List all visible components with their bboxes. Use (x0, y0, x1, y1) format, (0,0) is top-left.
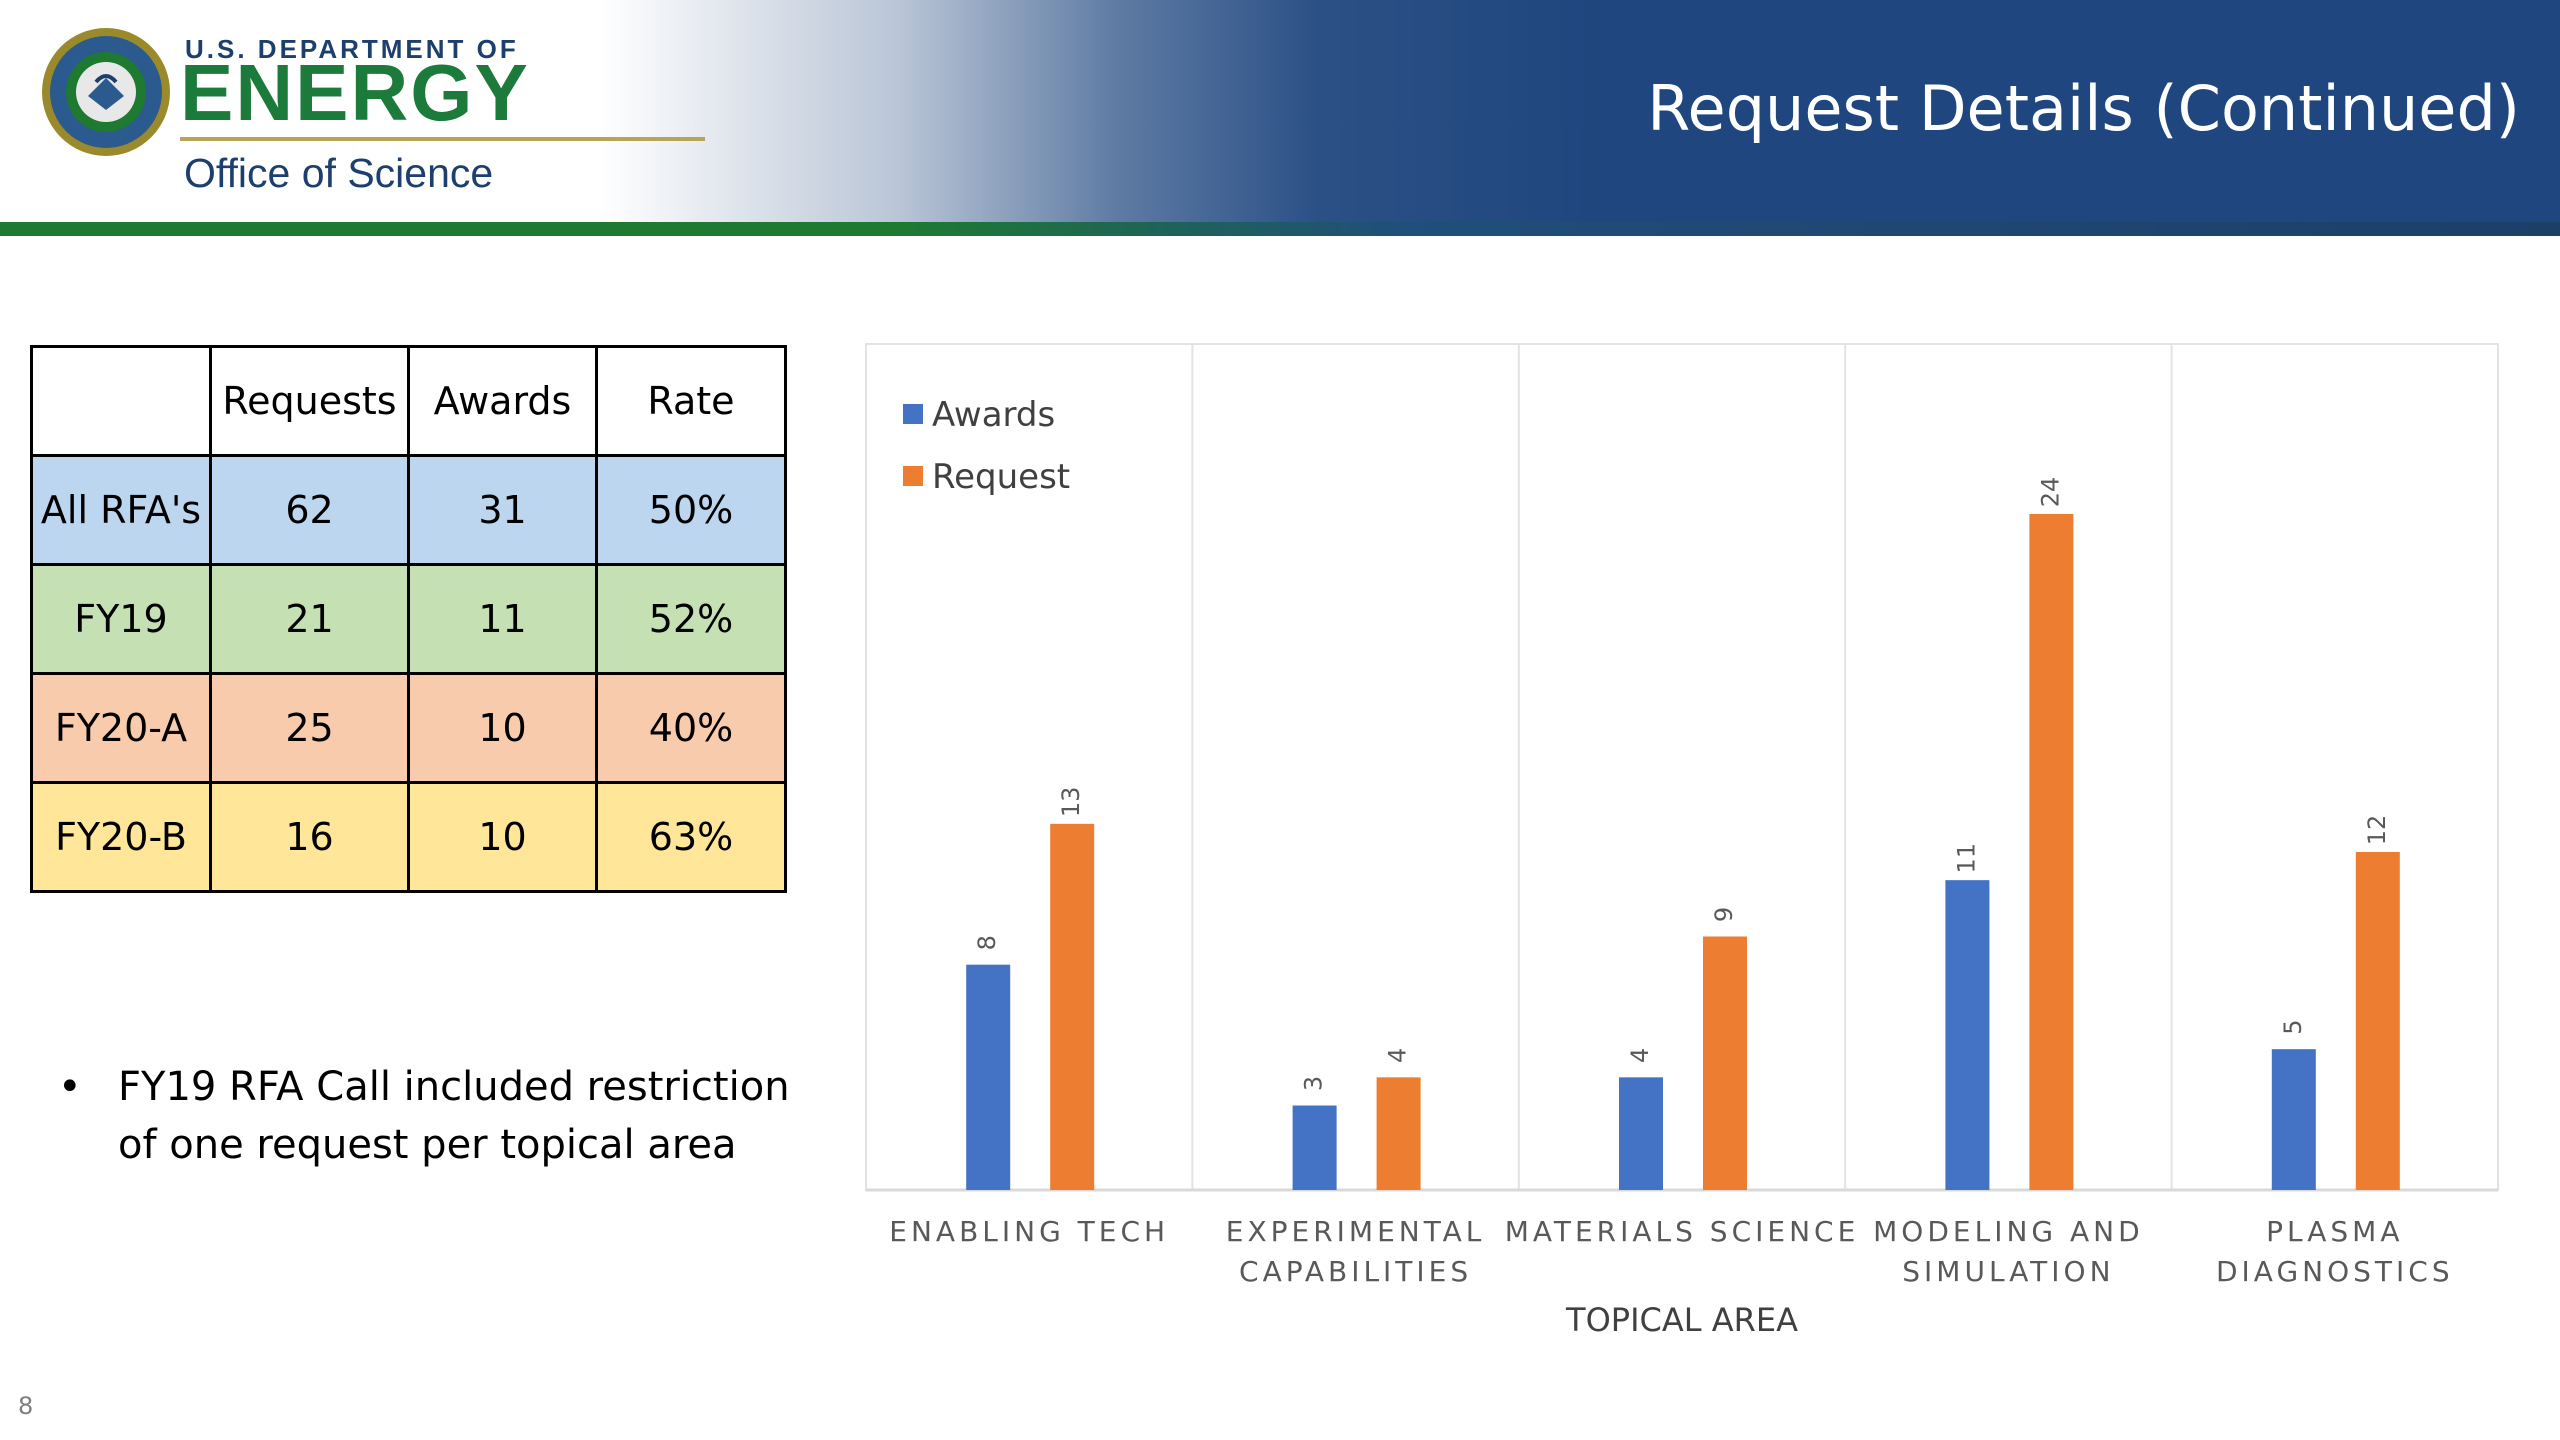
logo-office-text: Office of Science (184, 150, 494, 196)
x-tick-label: ENABLING TECH (889, 1215, 1169, 1248)
bar-request (2355, 852, 2400, 1190)
data-label: 11 (1952, 843, 1980, 874)
doe-seal-icon (42, 28, 170, 156)
logo-main-text: ENERGY (180, 48, 530, 137)
table-cell: FY20-A (30, 672, 212, 784)
table-cell: 31 (407, 454, 598, 566)
x-tick-label: MATERIALS SCIENCE (1505, 1215, 1860, 1248)
table-cell: 11 (407, 563, 598, 675)
logo-top-text: U.S. DEPARTMENT OF (185, 34, 519, 64)
table-cell: 40% (595, 672, 787, 784)
bar-request (1050, 823, 1095, 1190)
bar-request (1703, 936, 1747, 1190)
table-row: FY19 21 11 52% (30, 563, 787, 675)
x-tick-label: EXPERIMENTAL (1226, 1215, 1486, 1248)
table-header-row: Requests Awards Rate (30, 345, 787, 457)
data-label: 4 (1384, 1048, 1412, 1063)
table-cell: 50% (595, 454, 787, 566)
table-header-cell (30, 345, 212, 457)
header-strip (0, 222, 2560, 236)
x-axis-title: TOPICAL AREA (1565, 1301, 1798, 1339)
note-text: FY19 RFA Call included restriction of on… (118, 1064, 790, 1168)
table-cell: All RFA's (30, 454, 212, 566)
bar-awards (1619, 1077, 1663, 1190)
legend-label: Awards (932, 395, 1055, 435)
page-number: 8 (18, 1392, 34, 1420)
table-row: FY20-B 16 10 63% (30, 781, 787, 893)
bar-awards (1945, 880, 1990, 1190)
data-label: 4 (1626, 1048, 1654, 1063)
table-cell: 10 (407, 781, 598, 893)
table-cell: 10 (407, 672, 598, 784)
bar-request (2029, 514, 2074, 1190)
table-header-cell: Awards (407, 345, 598, 457)
bullet-icon: • (58, 1064, 82, 1110)
table-header-cell: Rate (595, 345, 787, 457)
table-cell: 62 (209, 454, 410, 566)
page-title: Request Details (Continued) (1647, 72, 2520, 145)
legend-swatch (903, 466, 923, 486)
legend-swatch (903, 404, 923, 424)
bar-awards (966, 964, 1011, 1190)
header-banner: U.S. DEPARTMENT OF ENERGY Office of Scie… (0, 0, 2560, 222)
x-tick-label: MODELING AND (1873, 1215, 2144, 1248)
data-label: 3 (1300, 1076, 1328, 1091)
table-cell: FY19 (30, 563, 212, 675)
bar-awards (2271, 1049, 2316, 1190)
table-cell: 16 (209, 781, 410, 893)
data-label: 8 (973, 935, 1001, 950)
x-tick-label: CAPABILITIES (1239, 1255, 1472, 1288)
table-cell: 25 (209, 672, 410, 784)
table-cell: 63% (595, 781, 787, 893)
x-tick-label: DIAGNOSTICS (2216, 1255, 2454, 1288)
plot-area (865, 343, 2499, 1191)
data-label: 13 (1057, 787, 1085, 818)
table-header-cell: Requests (209, 345, 410, 457)
table-row: All RFA's 62 31 50% (30, 454, 787, 566)
bar-awards (1292, 1105, 1337, 1190)
x-tick-label: SIMULATION (1902, 1255, 2114, 1288)
data-label: 9 (1710, 907, 1738, 922)
data-label: 24 (2036, 477, 2064, 508)
table-cell: 21 (209, 563, 410, 675)
legend-label: Request (932, 457, 1070, 497)
table-cell: 52% (595, 563, 787, 675)
summary-table: Requests Awards Rate All RFA's 62 31 50%… (30, 345, 787, 893)
data-label: 12 (2363, 815, 2391, 846)
table-cell: FY20-B (30, 781, 212, 893)
logo-divider (180, 137, 705, 141)
data-label: 5 (2279, 1020, 2307, 1035)
x-tick-label: PLASMA (2266, 1215, 2403, 1248)
table-row: FY20-A 25 10 40% (30, 672, 787, 784)
bar-request (1376, 1077, 1421, 1190)
